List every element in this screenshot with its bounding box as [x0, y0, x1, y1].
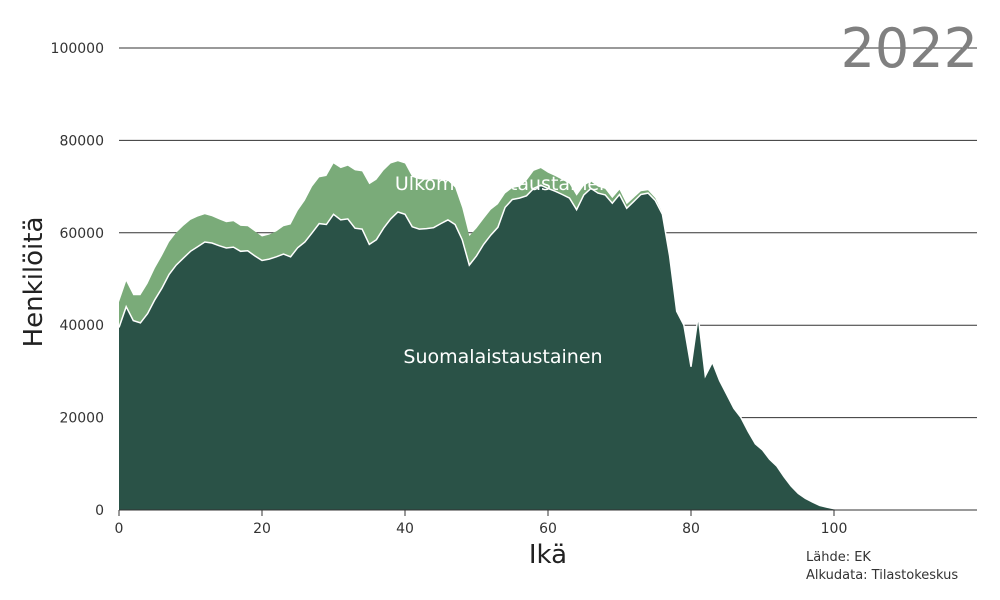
source-line-1: Lähde: EK [806, 550, 871, 565]
series-labels: Suomalaistaustainen Ulkomaalaistaustainen [395, 173, 611, 368]
series-separator-line [118, 184, 977, 511]
series-label-ulkomaalaistaustainen: Ulkomaalaistaustainen [395, 173, 611, 195]
source-line-2: Alkudata: Tilastokeskus [806, 568, 958, 583]
x-tick-label: 20 [253, 521, 271, 537]
y-tick-label: 60000 [59, 226, 104, 242]
x-axis-title: Ikä [529, 540, 567, 570]
y-tick-label: 80000 [59, 133, 104, 149]
series-label-suomalaistaustainen: Suomalaistaustainen [403, 346, 602, 368]
y-axis-title: Henkilöitä [19, 217, 49, 348]
y-tick-label: 40000 [59, 318, 104, 334]
x-tick-label: 80 [682, 521, 700, 537]
stacked-areas [118, 161, 977, 511]
area-suomalaistaustainen [119, 185, 977, 510]
x-tick-label: 60 [539, 521, 557, 537]
axes: 0 20000 40000 60000 80000 100000 0 20 40 60 80 100 [51, 41, 977, 537]
y-tick-label: 100000 [51, 41, 104, 57]
year-label: 2022 [841, 17, 978, 80]
x-tick-label: 40 [396, 521, 414, 537]
y-tick-label: 0 [95, 503, 104, 519]
x-tick-label: 100 [821, 521, 848, 537]
y-tick-label: 20000 [59, 411, 104, 427]
x-tick-label: 0 [115, 521, 124, 537]
